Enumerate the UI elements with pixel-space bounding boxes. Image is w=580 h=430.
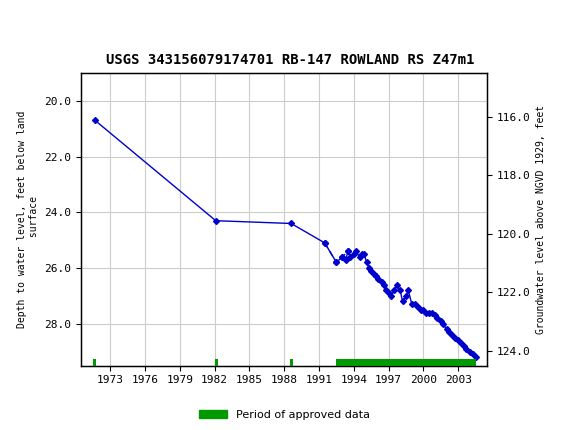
Y-axis label: Depth to water level, feet below land
 surface: Depth to water level, feet below land su… (17, 111, 39, 328)
Text: USGS 343156079174701 RB-147 ROWLAND RS Z47m1: USGS 343156079174701 RB-147 ROWLAND RS Z… (106, 52, 474, 67)
Bar (290, 359, 293, 366)
Text: ▒USGS: ▒USGS (12, 15, 70, 37)
Bar (336, 359, 476, 366)
Y-axis label: Groundwater level above NGVD 1929, feet: Groundwater level above NGVD 1929, feet (536, 105, 546, 334)
Bar (215, 359, 218, 366)
Bar (93, 359, 96, 366)
Legend: Period of approved data: Period of approved data (194, 405, 374, 424)
